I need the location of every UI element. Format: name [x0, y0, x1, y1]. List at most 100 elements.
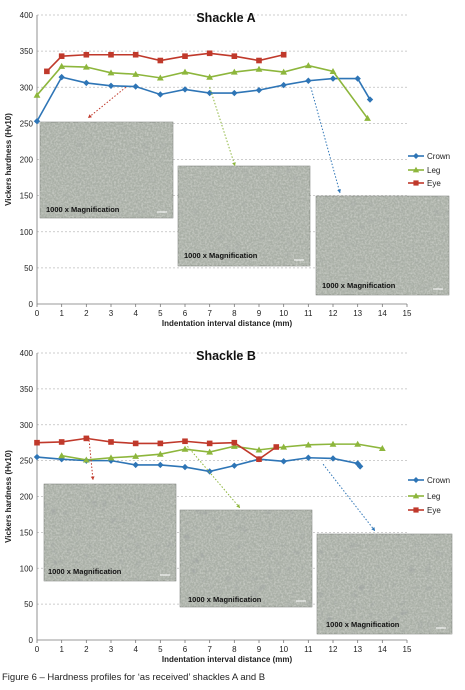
x-tick-label: 10: [279, 645, 288, 654]
point-eye: [83, 51, 90, 58]
point-leg: [206, 73, 214, 80]
y-tick-label: 400: [20, 349, 34, 358]
point-eye: [182, 438, 188, 445]
point-leg: [255, 65, 263, 72]
micrograph-annotation: 1000 x Magnification: [184, 251, 258, 260]
figure-caption: Figure 6 – Hardness profiles for ‘as rec…: [2, 672, 266, 683]
x-tick-label: 0: [35, 645, 40, 654]
legend-label: Leg: [427, 166, 440, 175]
point-eye: [108, 51, 114, 58]
micrograph-annotation: 1000 x Magnification: [326, 620, 400, 629]
point-crown: [33, 118, 41, 125]
x-tick-label: 5: [158, 309, 163, 318]
point-eye: [206, 440, 213, 447]
pointer-arrowhead: [337, 189, 341, 193]
point-leg: [230, 68, 238, 75]
pointer-arrow: [310, 87, 341, 194]
point-eye: [256, 456, 262, 462]
point-eye: [280, 51, 287, 58]
x-tick-label: 6: [183, 309, 188, 318]
y-tick-label: 200: [20, 493, 34, 502]
point-leg: [255, 446, 263, 453]
point-crown: [33, 453, 41, 461]
x-tick-label: 1: [59, 309, 64, 318]
series-lines: [33, 50, 374, 125]
y-tick-label: 350: [20, 47, 34, 56]
x-tick-label: 14: [378, 645, 387, 654]
legend-entry-eye: Eye: [408, 506, 441, 515]
micrograph-annotation: 1000 x Magnification: [322, 281, 396, 290]
point-eye: [256, 57, 262, 64]
legend-entry-leg: Leg: [408, 166, 440, 175]
x-tick-label: 5: [158, 645, 163, 654]
point-leg: [181, 68, 189, 75]
pointer-arrow: [88, 436, 94, 481]
point-crown: [366, 96, 374, 103]
x-tick-label: 3: [109, 309, 114, 318]
point-crown: [255, 86, 263, 94]
pointer-arrowhead: [232, 162, 236, 166]
micrograph-image: 1000 x Magnification: [315, 195, 450, 296]
point-leg: [58, 62, 66, 69]
point-leg: [58, 452, 66, 459]
legend-entry-crown: Crown: [408, 152, 450, 161]
pointer-arrow: [87, 86, 127, 119]
y-axis-label: Vickers hardness (Hv10): [4, 113, 13, 206]
y-tick-label: 350: [20, 385, 34, 394]
micrograph-image: 1000 x Magnification: [43, 483, 177, 582]
point-leg: [82, 63, 90, 70]
y-tick-label: 300: [20, 421, 34, 430]
series-line-eye: [46, 52, 284, 72]
y-tick-label: 0: [29, 636, 34, 645]
x-tick-label: 13: [353, 309, 362, 318]
x-axis-label: Indentation interval distance (mm): [162, 319, 293, 328]
x-axis-label: Indentation interval distance (mm): [162, 655, 293, 664]
x-tick-label: 11: [304, 645, 313, 654]
point-eye: [44, 68, 50, 75]
point-leg: [181, 445, 189, 452]
y-tick-label: 100: [20, 228, 34, 237]
x-tick-label: 15: [403, 645, 412, 654]
x-tick-label: 0: [35, 309, 40, 318]
point-crown: [329, 75, 337, 82]
micrograph-image: 1000 x Magnification: [177, 165, 311, 267]
point-leg: [304, 62, 312, 69]
x-tick-label: 11: [304, 309, 313, 318]
point-leg: [280, 68, 288, 75]
y-tick-label: 200: [20, 156, 34, 165]
legend-label: Eye: [427, 506, 441, 515]
point-eye: [132, 51, 139, 58]
x-tick-label: 10: [279, 309, 288, 318]
point-crown: [107, 82, 115, 90]
point-crown: [354, 75, 361, 82]
point-leg: [82, 456, 90, 463]
x-tick-label: 1: [59, 645, 64, 654]
series-lines: [33, 435, 386, 475]
point-leg: [156, 450, 164, 457]
point-eye: [182, 53, 188, 59]
point-leg: [132, 452, 140, 459]
point-crown: [206, 89, 213, 97]
chart-title: Shackle B: [196, 349, 256, 363]
x-tick-label: 4: [133, 645, 138, 654]
y-tick-label: 250: [20, 457, 34, 466]
point-crown: [231, 89, 238, 97]
legend-entry-crown: Crown: [408, 476, 450, 485]
chart-title: Shackle A: [196, 11, 255, 25]
x-tick-label: 9: [257, 645, 262, 654]
point-leg: [304, 441, 312, 448]
point-leg: [107, 454, 115, 461]
legend-label: Crown: [427, 152, 450, 161]
y-tick-label: 100: [20, 564, 34, 573]
x-tick-label: 7: [207, 645, 212, 654]
micrograph-image: 1000 x Magnification: [179, 509, 313, 608]
point-leg: [378, 445, 386, 452]
point-eye: [231, 53, 238, 59]
x-tick-label: 2: [84, 309, 89, 318]
point-crown: [329, 455, 337, 462]
legend-label: Eye: [427, 179, 441, 188]
point-leg: [354, 440, 362, 447]
point-crown: [157, 461, 164, 469]
